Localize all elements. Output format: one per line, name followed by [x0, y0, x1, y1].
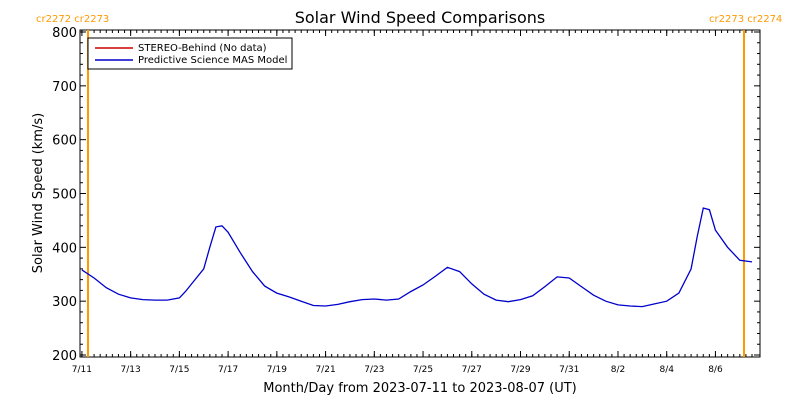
y-tick-label: 300 [52, 295, 77, 310]
x-tick-label: 8/4 [659, 365, 674, 375]
x-axis: 7/11 7/13 7/15 7/17 7/19 7/21 7/23 7/25 7/27 7/29… [72, 30, 753, 375]
legend-label-mas: Predictive Science MAS Model [138, 55, 287, 66]
x-tick-label: 7/25 [413, 365, 433, 375]
x-tick-label: 7/27 [462, 365, 482, 375]
y-tick-label: 500 [52, 188, 77, 203]
x-tick-label: 8/2 [611, 365, 625, 375]
y-tick-label: 700 [52, 80, 77, 95]
carrington-markers: cr2272 cr2273 cr2273 cr2274 [36, 14, 782, 357]
x-tick-label: 7/15 [169, 365, 189, 375]
x-tick-label: 7/13 [121, 365, 141, 375]
y-tick-label: 600 [52, 134, 77, 149]
x-axis-title: Month/Day from 2023-07-11 to 2023-08-07 … [263, 381, 576, 396]
x-tick-label: 7/31 [559, 365, 579, 375]
y-tick-label: 800 [52, 26, 77, 41]
x-tick-label: 7/19 [267, 365, 287, 375]
x-tick-label: 7/17 [218, 365, 238, 375]
legend-label-stereo: STEREO-Behind (No data) [138, 43, 267, 54]
series-layer [81, 207, 753, 308]
x-tick-label: 7/11 [72, 365, 92, 375]
y-axis-title: Solar Wind Speed (km/s) [31, 113, 46, 273]
x-tick-label: 8/6 [708, 365, 723, 375]
x-tick-label: 7/29 [510, 365, 530, 375]
y-tick-label: 400 [52, 241, 77, 256]
carrington-marker-label: cr2273 cr2274 [709, 14, 782, 25]
legend-box [87, 37, 293, 70]
carrington-marker-label: cr2272 cr2273 [36, 14, 109, 25]
y-axis: 200 300 400 500 600 700 800 [52, 26, 760, 364]
legend: STEREO-Behind (No data) Predictive Scien… [87, 37, 293, 70]
x-tick-label: 7/21 [315, 365, 335, 375]
x-tick-label: 7/23 [364, 365, 384, 375]
chart-title: Solar Wind Speed Comparisons [295, 8, 546, 27]
series-line-1 [81, 207, 753, 308]
y-tick-label: 200 [52, 349, 77, 364]
